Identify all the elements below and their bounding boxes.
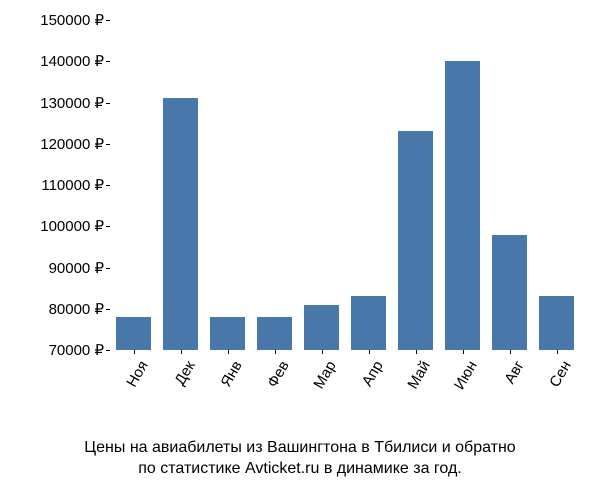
y-tick-label: 140000 ₽ xyxy=(0,52,104,70)
y-tick-label: 150000 ₽ xyxy=(0,11,104,29)
bar xyxy=(116,317,151,350)
y-tick-label: 70000 ₽ xyxy=(0,341,104,359)
price-bar-chart: 70000 ₽ 80000 ₽ 90000 ₽ 100000 ₽ 110000 ₽ 120… xyxy=(0,10,600,390)
x-tick-label: Фев xyxy=(264,358,293,391)
y-tick-label: 120000 ₽ xyxy=(0,135,104,153)
x-tick-label: Апр xyxy=(358,358,386,389)
x-tick-mark xyxy=(463,350,464,354)
x-tick-label: Янв xyxy=(217,358,245,390)
y-tick-label: 90000 ₽ xyxy=(0,259,104,277)
x-tick-label: Сен xyxy=(546,358,574,390)
y-tick-label: 130000 ₽ xyxy=(0,94,104,112)
x-tick-mark xyxy=(416,350,417,354)
x-tick-mark xyxy=(510,350,511,354)
y-tick-mark xyxy=(106,350,110,351)
x-tick-label: Дек xyxy=(171,358,198,388)
y-tick-label: 110000 ₽ xyxy=(0,176,104,194)
bar xyxy=(304,305,339,350)
plot-area xyxy=(110,20,580,350)
caption-line-1: Цены на авиабилеты из Вашингтона в Тбили… xyxy=(84,439,515,456)
chart-caption: Цены на авиабилеты из Вашингтона в Тбили… xyxy=(0,437,600,480)
bar xyxy=(445,61,480,350)
bar xyxy=(351,296,386,350)
x-tick-label: Авг xyxy=(501,358,527,387)
caption-line-2: по статистике Avticket.ru в динамике за … xyxy=(138,460,462,477)
bar xyxy=(398,131,433,350)
bar xyxy=(492,235,527,351)
x-tick-mark xyxy=(557,350,558,354)
x-tick-label: Ноя xyxy=(123,358,151,390)
bar xyxy=(163,98,198,350)
x-tick-label: Июн xyxy=(450,358,480,393)
bar xyxy=(257,317,292,350)
x-tick-mark xyxy=(369,350,370,354)
bar xyxy=(210,317,245,350)
x-tick-mark xyxy=(181,350,182,354)
x-tick-mark xyxy=(322,350,323,354)
x-tick-label: Мар xyxy=(310,358,339,392)
x-tick-label: Май xyxy=(404,358,433,392)
x-tick-mark xyxy=(134,350,135,354)
x-tick-mark xyxy=(275,350,276,354)
bar xyxy=(539,296,574,350)
y-tick-label: 80000 ₽ xyxy=(0,300,104,318)
y-tick-label: 100000 ₽ xyxy=(0,217,104,235)
x-tick-mark xyxy=(228,350,229,354)
